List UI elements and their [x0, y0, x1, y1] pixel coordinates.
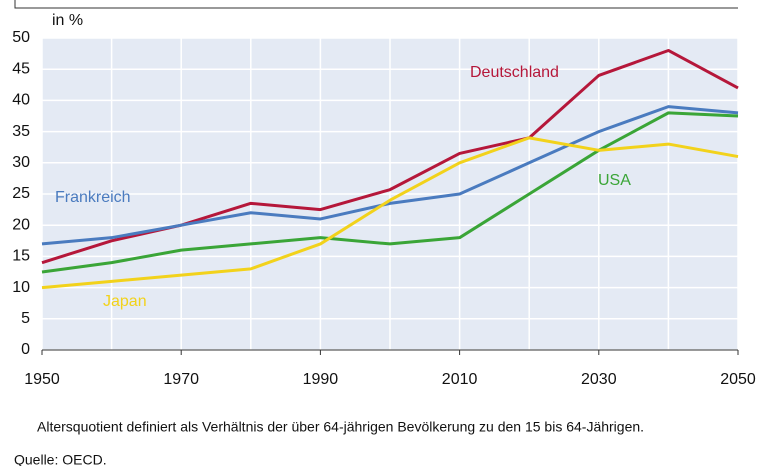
y-tick-label: 40	[12, 92, 30, 109]
series-label: Japan	[103, 293, 147, 310]
x-tick-label: 2050	[720, 371, 756, 388]
note: Altersquotient definiert als Verhältnis …	[37, 419, 644, 435]
y-unit-label: in %	[52, 12, 83, 29]
frame	[14, 0, 738, 9]
y-tick-label: 15	[12, 248, 30, 265]
y-tick-label: 50	[12, 29, 30, 46]
y-tick-label: 30	[12, 154, 30, 171]
y-tick-label: 35	[12, 123, 30, 140]
x-tick-label: 1990	[303, 371, 339, 388]
series-label: Deutschland	[470, 64, 559, 81]
x-tick-label: 1950	[24, 371, 60, 388]
y-tick-label: 45	[12, 60, 30, 77]
y-tick-label: 20	[12, 216, 30, 233]
y-tick-label: 25	[12, 185, 30, 202]
source: Quelle: OECD.	[14, 452, 107, 466]
series-label: Frankreich	[55, 189, 131, 206]
series-label: USA	[598, 172, 631, 189]
y-tick-label: 5	[21, 310, 30, 327]
y-tick-label: 10	[12, 279, 30, 296]
x-tick-label: 1970	[163, 371, 199, 388]
x-tick-label: 2010	[442, 371, 478, 388]
series-line	[41, 136, 739, 290]
y-tick-label: 0	[21, 341, 30, 358]
series-line	[41, 105, 739, 246]
x-tick-label: 2030	[581, 371, 617, 388]
series-line	[41, 111, 739, 274]
